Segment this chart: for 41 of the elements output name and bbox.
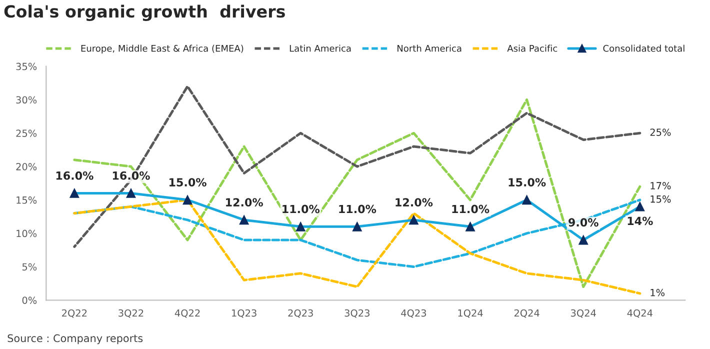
x-tick-label: 1Q24 [458, 309, 483, 318]
data-label: 15.0% [170, 178, 206, 186]
data-label: 11.0% [339, 204, 376, 214]
data-label: 25% [650, 128, 671, 136]
data-label: 16.0% [112, 171, 150, 180]
chart-title: Cola's organic growth drivers [4, 4, 285, 22]
x-tick-label: 4Q22 [174, 309, 200, 318]
data-label: 15% [650, 195, 671, 203]
y-tick-label: 5% [22, 263, 37, 271]
legend-label: Europe, Middle East & Africa (EMEA) [81, 44, 244, 54]
legend-label: Consolidated total [603, 44, 684, 52]
data-label: 12.0% [396, 198, 433, 207]
x-tick-label: 3Q24 [571, 309, 596, 318]
x-tick-label: 1Q23 [232, 309, 256, 318]
x-tick-label: 2Q24 [514, 309, 540, 318]
y-tick-label: 35% [16, 62, 37, 70]
y-tick-label: 20% [16, 163, 37, 170]
x-tick-label: 4Q23 [401, 309, 426, 318]
data-label: 15.0% [508, 178, 546, 186]
y-tick-label: 10% [16, 230, 37, 238]
data-label: 11.0% [452, 204, 490, 214]
y-tick-label: 0% [22, 296, 37, 304]
x-tick-label: 3Q23 [344, 309, 370, 318]
data-label: 17% [650, 182, 671, 190]
x-tick-label: 3Q22 [118, 309, 144, 318]
x-tick-label: 4Q24 [627, 309, 652, 318]
data-label: 11.0% [282, 204, 320, 214]
data-label: 12.0% [226, 198, 263, 207]
y-tick-label: 30% [16, 96, 37, 104]
data-label: 9.0% [568, 218, 598, 227]
data-label: 16.0% [56, 171, 94, 180]
legend-label: North America [398, 44, 462, 52]
x-tick-label: 2Q22 [62, 309, 87, 318]
y-tick-label: 15% [16, 196, 37, 204]
source-note: Source : Company reports [8, 334, 143, 344]
x-tick-label: 2Q23 [288, 309, 313, 318]
legend-label: Latin America [290, 44, 351, 52]
data-label: 1% [650, 288, 665, 296]
legend-label: Asia Pacific [507, 44, 558, 52]
data-label: 14% [628, 216, 653, 226]
y-tick-label: 25% [16, 130, 37, 137]
